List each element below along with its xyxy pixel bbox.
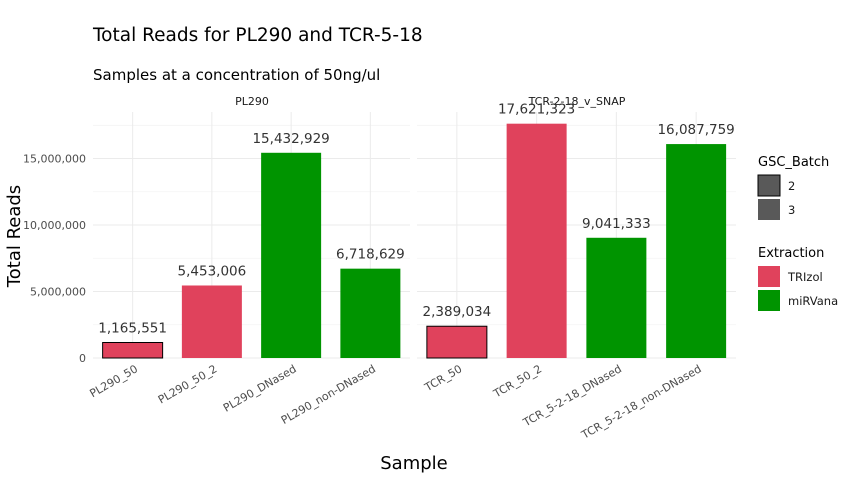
legend-label: 3 bbox=[788, 203, 795, 217]
data-label: 15,432,929 bbox=[252, 131, 329, 147]
legend-group-0: GSC_Batch 2 3 bbox=[757, 155, 829, 220]
x-tick-label: TCR_50 bbox=[422, 362, 465, 394]
chart-title: Total Reads for PL290 and TCR-5-18 bbox=[92, 25, 423, 46]
data-label: 6,718,629 bbox=[336, 247, 405, 263]
x-tick-label: PL290_50 bbox=[87, 362, 140, 400]
y-tick-label: 15,000,000 bbox=[23, 153, 86, 166]
legend-label: TRIzol bbox=[787, 270, 823, 284]
x-tick-label: PL290_50_2 bbox=[156, 362, 219, 406]
bar bbox=[426, 325, 488, 359]
legend-swatch bbox=[757, 174, 781, 197]
data-label: 16,087,759 bbox=[657, 122, 734, 138]
legend-label: miRVana bbox=[788, 294, 838, 308]
bar bbox=[586, 237, 647, 358]
data-label: 17,621,323 bbox=[498, 102, 575, 118]
bar bbox=[506, 123, 567, 359]
facet-strip-label: PL290 bbox=[235, 95, 269, 108]
legend-swatch bbox=[758, 199, 780, 220]
facet-strip-label: TCR-2-18_v_SNAP bbox=[528, 95, 626, 108]
data-label: 9,041,333 bbox=[582, 216, 651, 232]
legend: GSC_Batch 2 3 Extraction TRIzol miRVana bbox=[757, 155, 838, 311]
legend-title: Extraction bbox=[758, 246, 824, 261]
bar bbox=[102, 342, 164, 359]
y-axis-title: Total Reads bbox=[4, 185, 25, 288]
bar bbox=[340, 268, 401, 358]
x-tick-label: TCR_50_2 bbox=[491, 362, 545, 400]
y-tick-label: 5,000,000 bbox=[30, 286, 86, 299]
y-tick-label: 10,000,000 bbox=[23, 219, 86, 232]
legend-group-1: Extraction TRIzol miRVana bbox=[758, 246, 838, 311]
legend-swatch bbox=[758, 266, 780, 287]
plot-area: 0 5,000,000 10,000,000 15,000,000 PL290 1,165… bbox=[23, 95, 736, 442]
bar bbox=[261, 152, 322, 358]
x-tick-label: PL290_DNased bbox=[221, 362, 299, 414]
data-label: 1,165,551 bbox=[98, 321, 167, 337]
legend-swatch bbox=[758, 290, 780, 311]
chart-subtitle: Samples at a concentration of 50ng/ul bbox=[93, 66, 380, 84]
legend-label: 2 bbox=[788, 179, 795, 193]
data-label: 2,389,034 bbox=[423, 304, 492, 320]
bar bbox=[181, 285, 242, 358]
panel-1: TCR-2-18_v_SNAP 2,389,034 TCR_50 17,621,323… bbox=[417, 95, 736, 442]
y-tick-label: 0 bbox=[79, 352, 86, 365]
data-label: 5,453,006 bbox=[178, 263, 247, 279]
bar bbox=[666, 144, 727, 358]
x-axis-title: Sample bbox=[380, 453, 448, 474]
legend-title: GSC_Batch bbox=[758, 155, 829, 170]
panel-0: PL290 1,165,551 PL290_50 5,453,006 PL290_50_… bbox=[87, 95, 410, 427]
